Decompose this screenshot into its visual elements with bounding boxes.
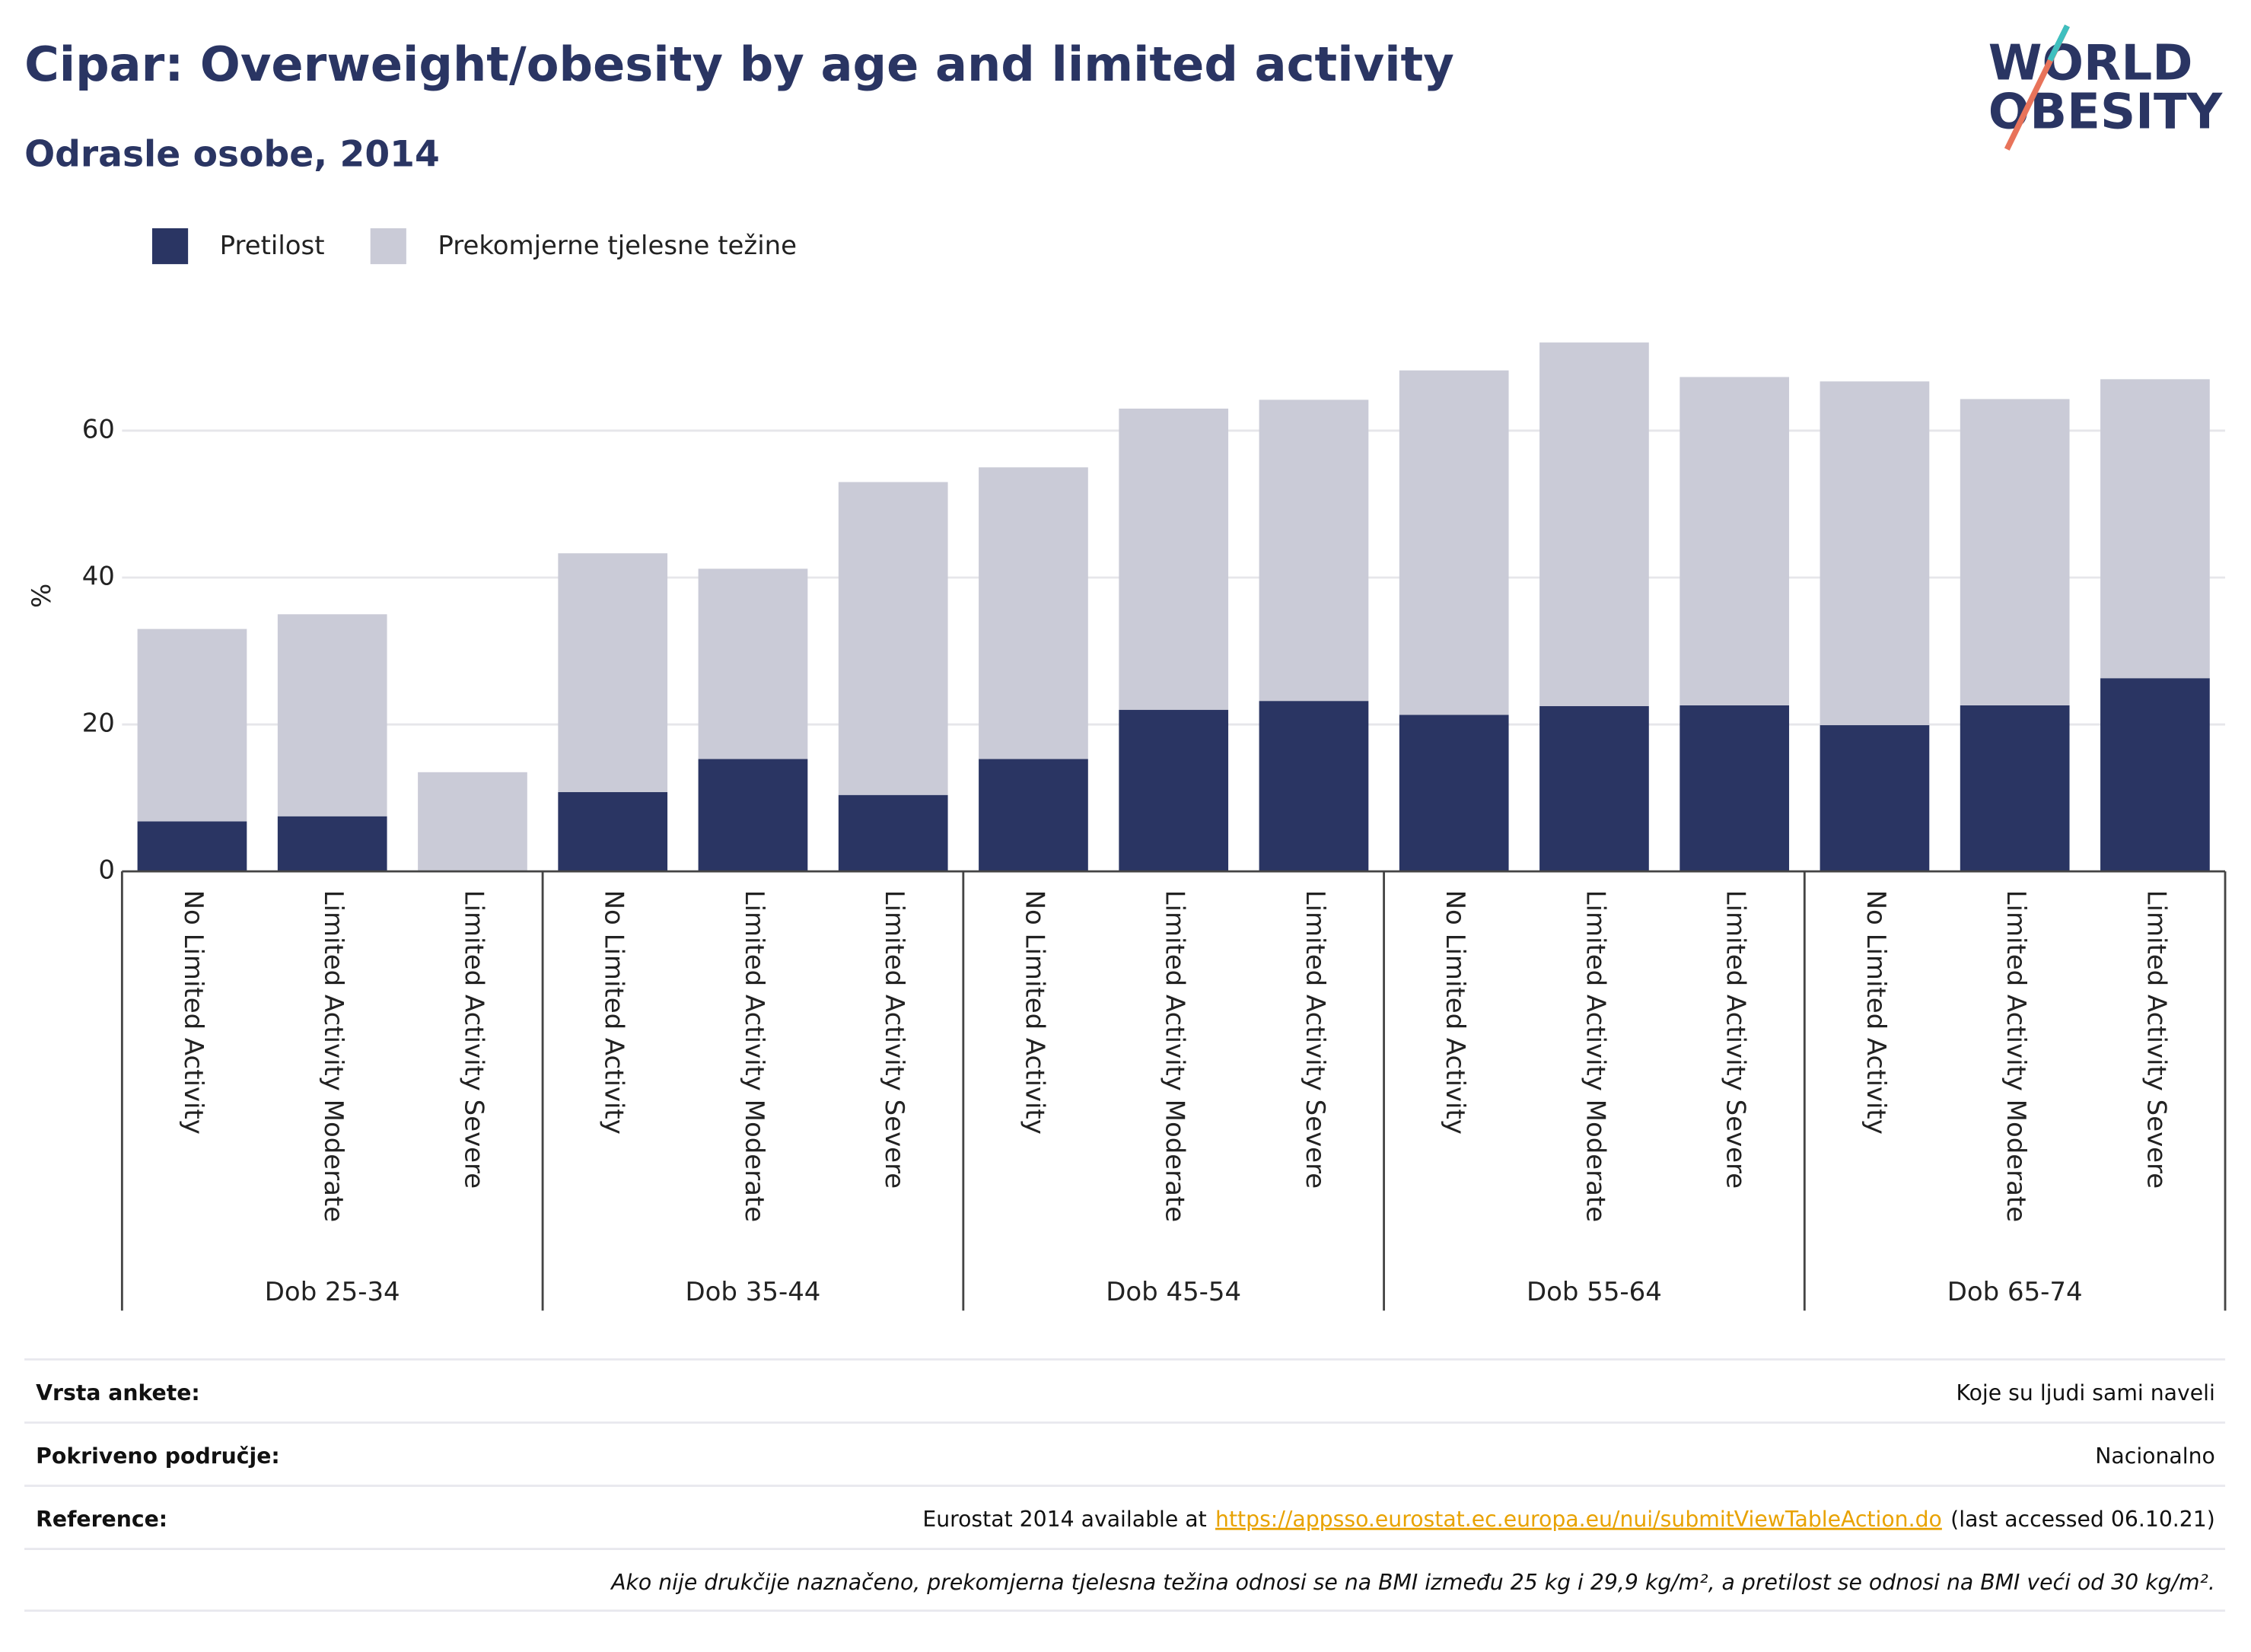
y-tick-label: 0 — [98, 855, 115, 886]
bar-segment — [1259, 701, 1369, 872]
group-label: Dob 25-34 — [265, 1277, 400, 1307]
bar-segment — [979, 759, 1088, 872]
x-tick-label: No Limited Activity — [1440, 890, 1470, 1135]
x-tick-label: No Limited Activity — [178, 890, 209, 1135]
footer-note: Ako nije drukčije naznačeno, prekomjerna… — [610, 1570, 2215, 1595]
bar-segment — [1399, 370, 1509, 715]
bar-segment — [1960, 399, 2070, 705]
legend-label: Pretilost — [220, 231, 325, 261]
bar-segment — [1119, 408, 1229, 710]
x-tick-label: Limited Activity Moderate — [739, 890, 769, 1222]
bar-segment — [698, 568, 808, 759]
footer-value: Nacionalno — [2095, 1444, 2215, 1469]
x-tick-label: Limited Activity Severe — [458, 890, 489, 1189]
legend-swatch — [370, 228, 406, 265]
group-label: Dob 55-64 — [1527, 1277, 1662, 1307]
group-label: Dob 45-54 — [1106, 1277, 1241, 1307]
reference-text: (last accessed 06.10.21) — [1950, 1507, 2215, 1532]
x-tick-label: Limited Activity Moderate — [1580, 890, 1610, 1222]
reference-text: Eurostat 2014 available at — [922, 1507, 1206, 1532]
chart-title: Cipar: Overweight/obesity by age and lim… — [24, 37, 1454, 92]
x-tick-label: Limited Activity Moderate — [318, 890, 349, 1222]
bar-segment — [137, 629, 247, 822]
bar-segment — [558, 553, 668, 792]
x-tick-label: Limited Activity Severe — [2141, 890, 2171, 1189]
x-tick-label: No Limited Activity — [599, 890, 629, 1135]
bar-segment — [1960, 705, 2070, 872]
logo-line1: WORLD — [1988, 34, 2193, 91]
footer-value: Eurostat 2014 available at https://appsso… — [922, 1507, 2214, 1532]
x-tick-label: Limited Activity Severe — [1721, 890, 1751, 1189]
x-tick-label: Limited Activity Moderate — [1160, 890, 1190, 1222]
logo-slash-top — [2047, 24, 2070, 62]
footer-value: Koje su ljudi sami naveli — [1956, 1380, 2214, 1405]
bar-segment — [277, 816, 387, 872]
bar-segment — [418, 772, 527, 872]
bar-segment — [2100, 678, 2210, 872]
bar-segment — [2100, 379, 2210, 679]
y-axis-label: % — [27, 584, 57, 608]
bar-segment — [979, 467, 1088, 759]
bar-segment — [698, 759, 808, 872]
y-tick-label: 20 — [82, 708, 115, 739]
footer-label: Vrsta ankete: — [36, 1380, 200, 1405]
chart-subtitle: Odrasle osobe, 2014 — [24, 134, 440, 176]
bar-segment — [1119, 709, 1229, 872]
bar-segment — [838, 794, 948, 872]
footer: Vrsta ankete: Koje su ljudi sami naveli Po… — [24, 1358, 2226, 1612]
x-tick-label: No Limited Activity — [1019, 890, 1049, 1135]
x-tick-label: Limited Activity Severe — [879, 890, 909, 1189]
footer-label: Pokriveno područje: — [36, 1444, 280, 1469]
bar-segment — [1820, 381, 1930, 726]
bar-segment — [1259, 399, 1369, 702]
bar-segment — [1679, 705, 1790, 872]
bar-segment — [277, 614, 387, 816]
bar-segment — [558, 791, 668, 872]
bar-segment — [1539, 705, 1649, 872]
reference-link: https://appsso.eurostat.ec.europa.eu/nui… — [1215, 1507, 1942, 1532]
bar-segment — [137, 821, 247, 872]
legend-label: Prekomjerne tjelesne težine — [438, 231, 797, 261]
group-label: Dob 35-44 — [686, 1277, 821, 1307]
x-tick-label: No Limited Activity — [1861, 890, 1891, 1135]
x-tick-label: Limited Activity Moderate — [2001, 890, 2031, 1222]
bar-segment — [1399, 715, 1509, 872]
y-tick-label: 60 — [82, 414, 115, 444]
legend-swatch — [151, 228, 189, 265]
group-label: Dob 65-74 — [1947, 1277, 2083, 1307]
bar-segment — [1539, 342, 1649, 706]
x-tick-label: Limited Activity Severe — [1300, 890, 1330, 1189]
bar-segment — [1679, 377, 1790, 705]
bar-segment — [1820, 725, 1930, 872]
footer-label: Reference: — [36, 1507, 167, 1532]
y-tick-label: 40 — [82, 561, 115, 591]
bar-segment — [838, 482, 948, 795]
